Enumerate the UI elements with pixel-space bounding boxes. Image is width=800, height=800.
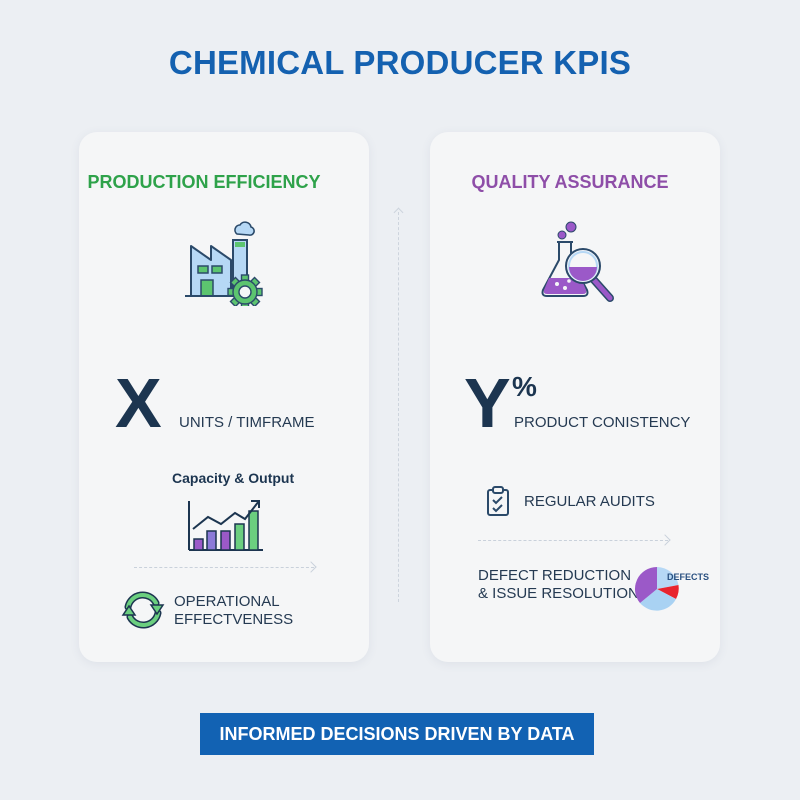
defect-reduction-line2: & ISSUE RESOLUTION (478, 585, 639, 602)
quality-heading: QUALITY ASSURANCE (471, 172, 669, 192)
flow-divider (134, 567, 314, 568)
production-heading: PRODUCTION EFFICIENCY (87, 172, 321, 192)
refresh-cycle-icon (121, 591, 165, 629)
regular-audits-label: REGULAR AUDITS (524, 493, 655, 510)
operational-effectiveness-line2: EFFECTVENESS (174, 611, 294, 628)
quality-metric-suffix: % (512, 371, 537, 402)
bar-chart-trend-icon (188, 500, 263, 551)
right-arrow-icon (305, 561, 317, 573)
flask-magnifier-icon (541, 221, 614, 302)
capacity-output-label: Capacity & Output (172, 470, 295, 486)
quality-metric-unit: PRODUCT CONISTENCY (514, 414, 691, 431)
operational-effectiveness-line1: OPERATIONAL (174, 593, 280, 610)
flow-divider (478, 540, 668, 541)
pie-chart-icon (634, 567, 679, 611)
vertical-divider (398, 212, 399, 602)
factory-gear-icon (185, 221, 263, 306)
pie-defects-label: DEFECTS (667, 572, 710, 582)
production-metric-unit: UNITS / TIMFRAME (179, 414, 315, 431)
defect-reduction-line1: DEFECT REDUCTION (478, 567, 632, 584)
clipboard-check-icon (487, 486, 509, 516)
quality-assurance-card: QUALITY ASSURANCE Y % PRODUCT CONISTENCY… (430, 132, 720, 662)
page-title: CHEMICAL PRODUCER KPIS (168, 44, 632, 81)
production-metric-value: X (115, 364, 162, 442)
up-arrow-icon (393, 207, 404, 218)
quality-metric-value: Y (464, 364, 511, 442)
production-efficiency-card: PRODUCTION EFFICIENCY X UNITS / TIMFRA (79, 132, 369, 662)
tagline-banner: INFORMED DECISIONS DRIVEN BY DATA (200, 713, 594, 755)
right-arrow-icon (659, 534, 671, 546)
